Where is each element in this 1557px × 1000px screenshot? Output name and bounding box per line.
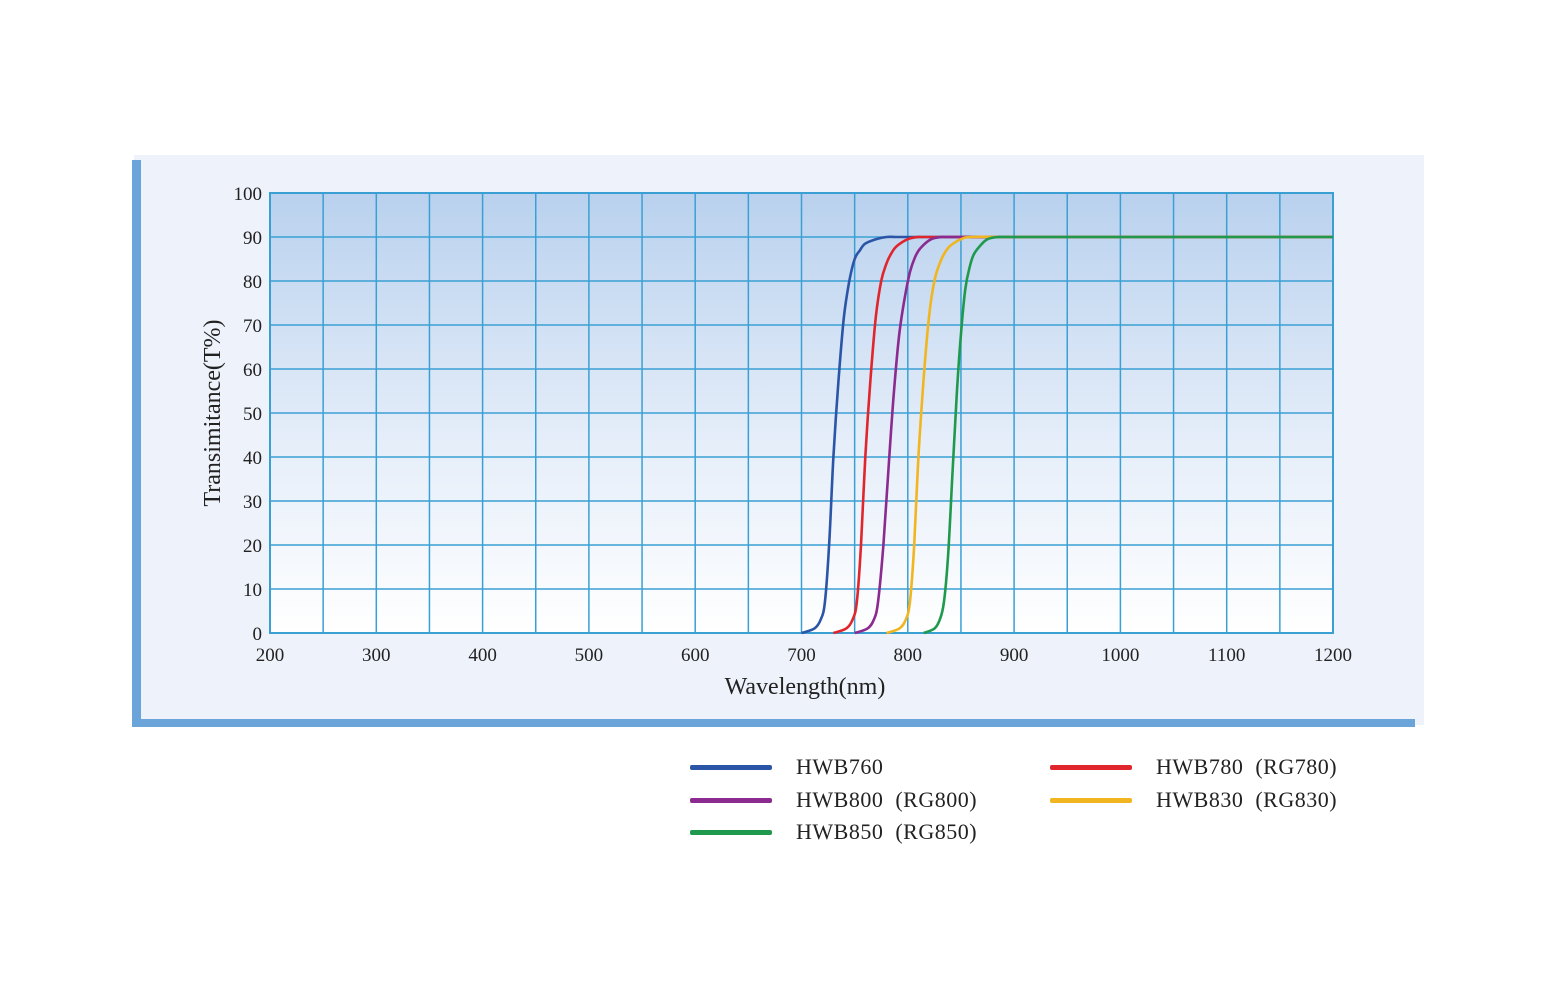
y-tick-label: 80: [243, 272, 262, 293]
x-tick-label: 400: [468, 645, 497, 666]
legend-swatch: [1050, 797, 1132, 803]
x-tick-label: 300: [362, 645, 391, 666]
x-tick-label: 900: [1000, 645, 1029, 666]
series-line-hwb850: [923, 235, 1333, 635]
x-tick-label: 800: [894, 645, 923, 666]
legend-swatch: [690, 797, 772, 803]
legend-swatch: [690, 764, 772, 770]
legend-label: HWB850 (RG850): [796, 819, 978, 844]
y-tick-label: 100: [234, 184, 263, 205]
legend-swatch: [1050, 764, 1132, 770]
panel-bottom-border: [132, 719, 1415, 727]
y-tick-label: 10: [243, 580, 262, 601]
y-tick-label: 20: [243, 536, 262, 557]
y-axis-label: Transimitance(T%): [200, 319, 226, 506]
legend-swatch: [690, 829, 772, 835]
legend-item: HWB800 (RG800): [690, 785, 977, 815]
y-tick-label: 0: [253, 624, 263, 645]
y-tick-label: 50: [243, 404, 262, 425]
legend-item: HWB850 (RG850): [690, 817, 977, 847]
legend-label: HWB830 (RG830): [1156, 787, 1338, 812]
legend-item: HWB780 (RG780): [1050, 752, 1337, 782]
legend-label: HWB760: [796, 754, 884, 779]
panel-left-border: [132, 160, 141, 727]
y-tick-label: 60: [243, 360, 262, 381]
x-tick-label: 1200: [1314, 645, 1352, 666]
x-axis-label: Wavelength(nm): [725, 674, 886, 700]
tick-labels: 200 300 400 500 600 700 800 900 1000 1100 1200 0 10 2…: [234, 184, 1353, 666]
legend-item: HWB830 (RG830): [1050, 785, 1337, 815]
legend: HWB760 HWB780 (RG780) HWB800 (RG800) HWB…: [690, 752, 1390, 852]
y-tick-label: 40: [243, 448, 262, 469]
x-tick-label: 700: [787, 645, 816, 666]
series-group: [801, 235, 1333, 635]
x-tick-label: 600: [681, 645, 710, 666]
x-tick-label: 1000: [1101, 645, 1139, 666]
legend-label: HWB800 (RG800): [796, 787, 978, 812]
x-tick-label: 200: [256, 645, 285, 666]
x-tick-label: 1100: [1208, 645, 1245, 666]
legend-label: HWB780 (RG780): [1156, 754, 1338, 779]
legend-item: HWB760: [690, 752, 883, 782]
y-tick-label: 30: [243, 492, 262, 513]
grid: [270, 193, 1333, 633]
y-tick-label: 90: [243, 228, 262, 249]
x-tick-label: 500: [575, 645, 604, 666]
y-tick-label: 70: [243, 316, 262, 337]
